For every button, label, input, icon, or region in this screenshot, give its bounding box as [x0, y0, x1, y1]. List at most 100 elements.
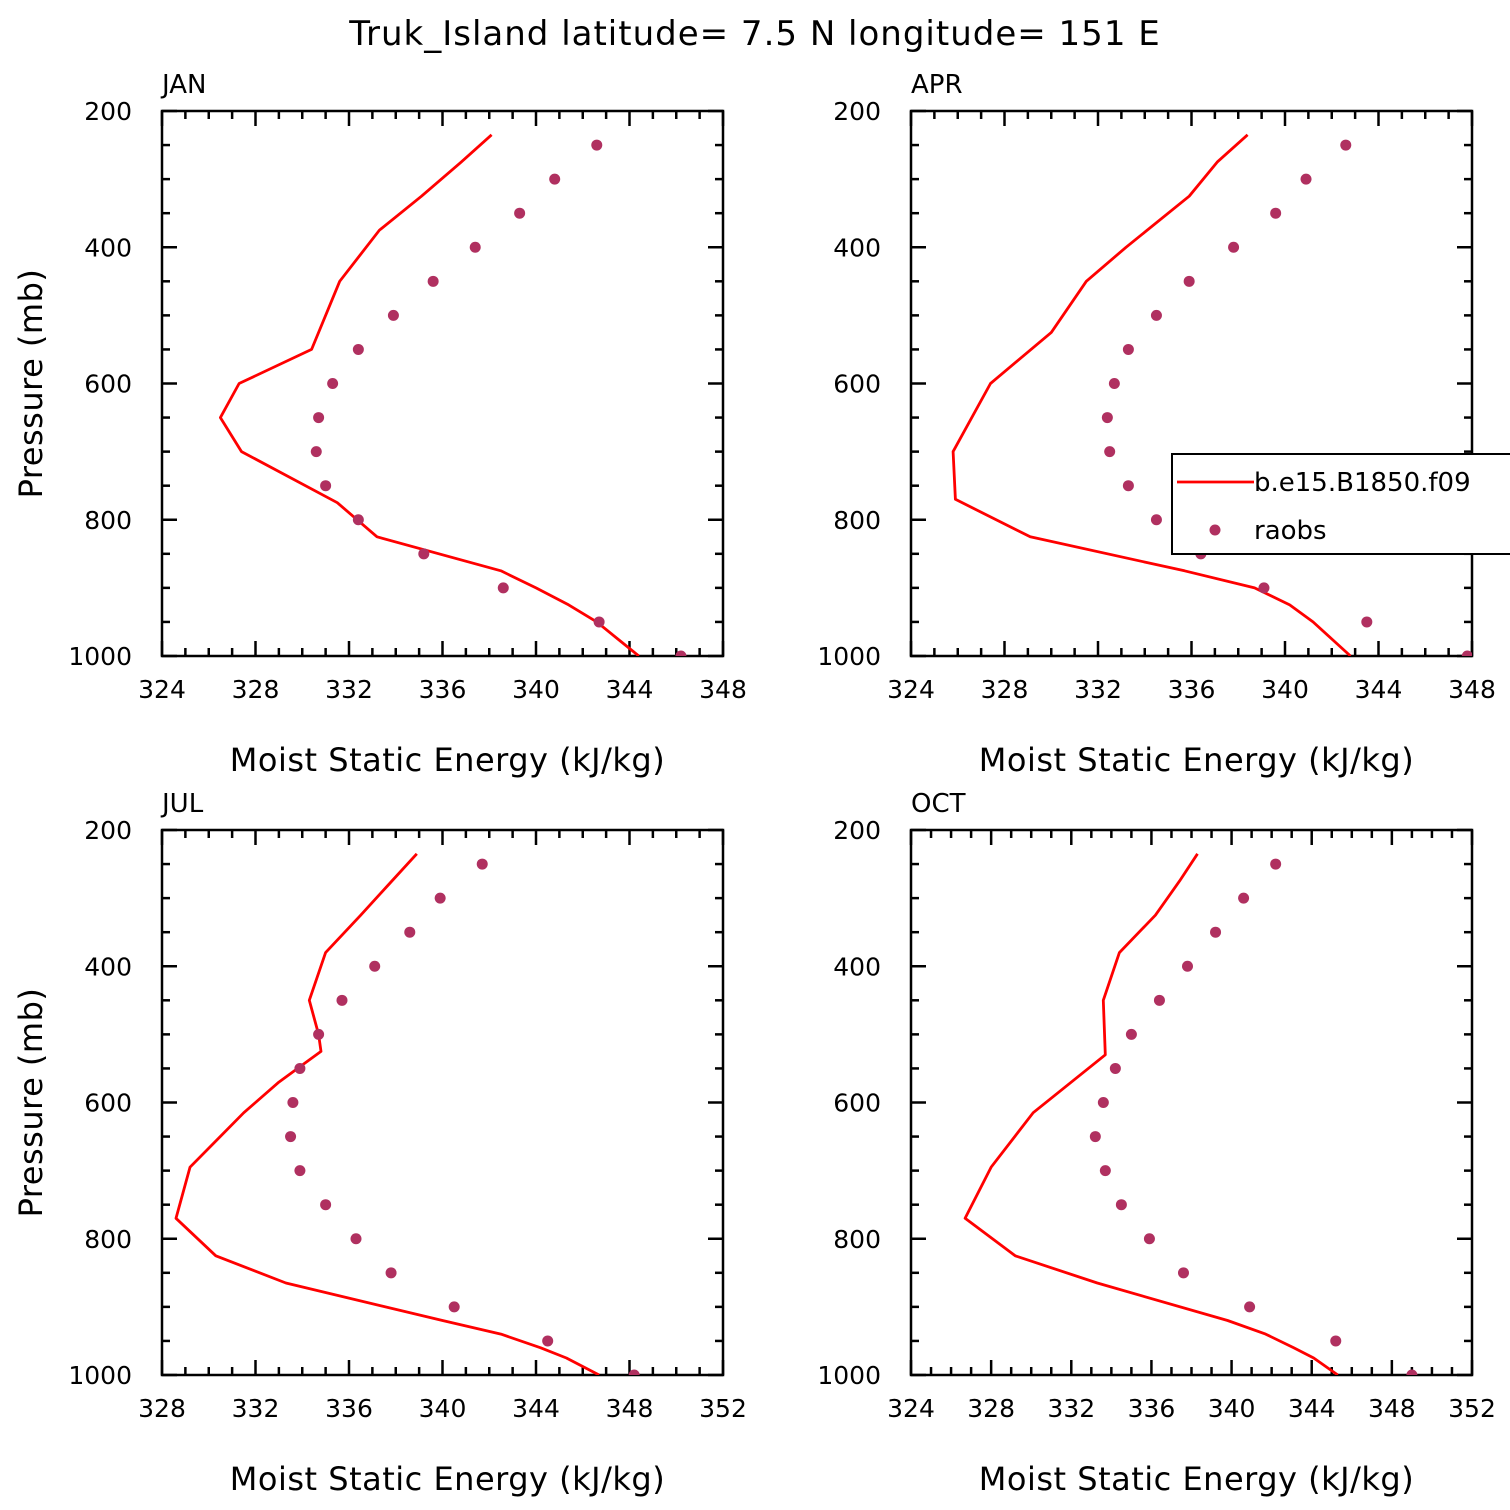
- raobs-point: [1150, 309, 1162, 321]
- raobs-point: [1210, 926, 1222, 938]
- raobs-point: [336, 994, 348, 1006]
- x-tick-label: 332: [1047, 1394, 1095, 1423]
- y-tick-label: 800: [833, 1225, 881, 1254]
- raobs-point: [369, 960, 381, 972]
- x-tick-label: 352: [699, 1394, 747, 1423]
- raobs-point: [1461, 650, 1472, 656]
- raobs-point: [1108, 378, 1120, 389]
- y-tick-label: 200: [833, 816, 881, 845]
- raobs-point: [1361, 616, 1373, 628]
- raobs-point: [1143, 1233, 1155, 1245]
- x-tick-label: 340: [512, 675, 560, 704]
- raobs-point: [497, 582, 509, 594]
- x-tick-label: 340: [1261, 675, 1309, 704]
- y-tick-label: 600: [833, 370, 881, 399]
- raobs-point: [320, 1199, 332, 1211]
- raobs-point: [327, 378, 339, 389]
- raobs-point: [352, 343, 364, 355]
- raobs-point: [628, 1369, 640, 1375]
- raobs-point: [1406, 1369, 1418, 1375]
- chart-panel-apr: 324 328 332 336 340 344 348 200 400 600 800 1000 APR…: [817, 70, 1495, 779]
- raobs-point: [1270, 858, 1282, 870]
- raobs-point: [448, 1301, 460, 1313]
- x-tick-label: 340: [1208, 1394, 1256, 1423]
- x-axis-label: Moist Static Energy (kJ/kg): [230, 741, 665, 779]
- x-tick-label: 348: [699, 675, 747, 704]
- raobs-point: [1153, 994, 1165, 1006]
- raobs-point: [1150, 514, 1162, 526]
- x-tick-label: 336: [325, 1394, 373, 1423]
- y-tick-label: 400: [84, 233, 132, 262]
- x-tick-label: 340: [419, 1394, 467, 1423]
- x-tick-label: 324: [887, 1394, 935, 1423]
- x-tick-label: 344: [606, 675, 654, 704]
- y-axis-label: Pressure (mb): [12, 988, 50, 1218]
- plot-area: [951, 133, 1472, 656]
- y-tick-label: 1000: [68, 1361, 132, 1390]
- raobs-point: [1104, 446, 1116, 458]
- y-tick-label: 800: [833, 506, 881, 535]
- x-tick-label: 348: [1448, 675, 1496, 704]
- raobs-point: [404, 926, 416, 938]
- legend-box: [1171, 453, 1510, 555]
- x-axis-label: Moist Static Energy (kJ/kg): [230, 1460, 665, 1498]
- raobs-point: [434, 892, 446, 904]
- y-tick-label: 200: [84, 97, 132, 126]
- x-tick-label: 332: [325, 675, 373, 704]
- raobs-point: [1244, 1301, 1256, 1313]
- y-tick-label: 600: [84, 370, 132, 399]
- raobs-point: [294, 1062, 306, 1074]
- raobs-point: [469, 241, 481, 253]
- raobs-point: [285, 1131, 297, 1143]
- x-tick-label: 336: [419, 675, 467, 704]
- raobs-point: [1228, 241, 1240, 253]
- raobs-point: [427, 275, 439, 287]
- raobs-point: [385, 1267, 397, 1279]
- y-tick-label: 1000: [817, 642, 881, 671]
- y-tick-label: 200: [84, 816, 132, 845]
- panel-title: JUL: [160, 789, 204, 819]
- x-axis-label: Moist Static Energy (kJ/kg): [979, 1460, 1414, 1498]
- x-tick-label: 348: [606, 1394, 654, 1423]
- y-tick-label: 1000: [817, 1361, 881, 1390]
- x-tick-label: 324: [138, 675, 186, 704]
- plot-area: [963, 853, 1418, 1375]
- raobs-point: [1097, 1097, 1109, 1108]
- chart-panel-jan: 324 328 332 336 340 344 348 200 400 600 800 1000 JAN…: [12, 70, 747, 779]
- x-tick-label: 344: [1355, 675, 1403, 704]
- raobs-point: [1122, 480, 1134, 492]
- raobs-point: [350, 1233, 362, 1245]
- x-tick-label: 328: [981, 675, 1029, 704]
- legend-marker-swatch: [1209, 524, 1221, 536]
- raobs-point: [1238, 892, 1250, 904]
- raobs-point: [1109, 1062, 1121, 1074]
- raobs-point: [1258, 582, 1270, 594]
- raobs-point: [287, 1097, 299, 1108]
- x-tick-label: 344: [512, 1394, 560, 1423]
- y-tick-label: 800: [84, 506, 132, 535]
- plot-area: [174, 852, 640, 1375]
- panel-title: APR: [911, 70, 963, 100]
- raobs-point: [1089, 1131, 1101, 1143]
- raobs-point: [352, 514, 364, 526]
- legend: b.e15.B1850.f09 raobs: [1171, 453, 1510, 555]
- legend-label: b.e15.B1850.f09: [1254, 468, 1471, 498]
- y-tick-label: 400: [833, 952, 881, 981]
- raobs-point: [310, 446, 322, 458]
- raobs-point: [1183, 275, 1195, 287]
- raobs-point: [593, 616, 605, 628]
- panel-title: JAN: [160, 70, 206, 100]
- figure-title: Truk_Island latitude= 7.5 N longitude= 1…: [348, 14, 1161, 54]
- x-tick-label: 336: [1168, 675, 1216, 704]
- raobs-point: [1330, 1335, 1342, 1347]
- raobs-point: [476, 858, 488, 870]
- y-tick-label: 200: [833, 97, 881, 126]
- x-tick-label: 332: [232, 1394, 280, 1423]
- x-tick-label: 328: [138, 1394, 186, 1423]
- y-axis-label: Pressure (mb): [12, 269, 50, 499]
- raobs-point: [1177, 1267, 1189, 1279]
- raobs-point: [1122, 343, 1134, 355]
- x-tick-label: 328: [967, 1394, 1015, 1423]
- raobs-point: [549, 173, 561, 185]
- model-line: [218, 133, 640, 656]
